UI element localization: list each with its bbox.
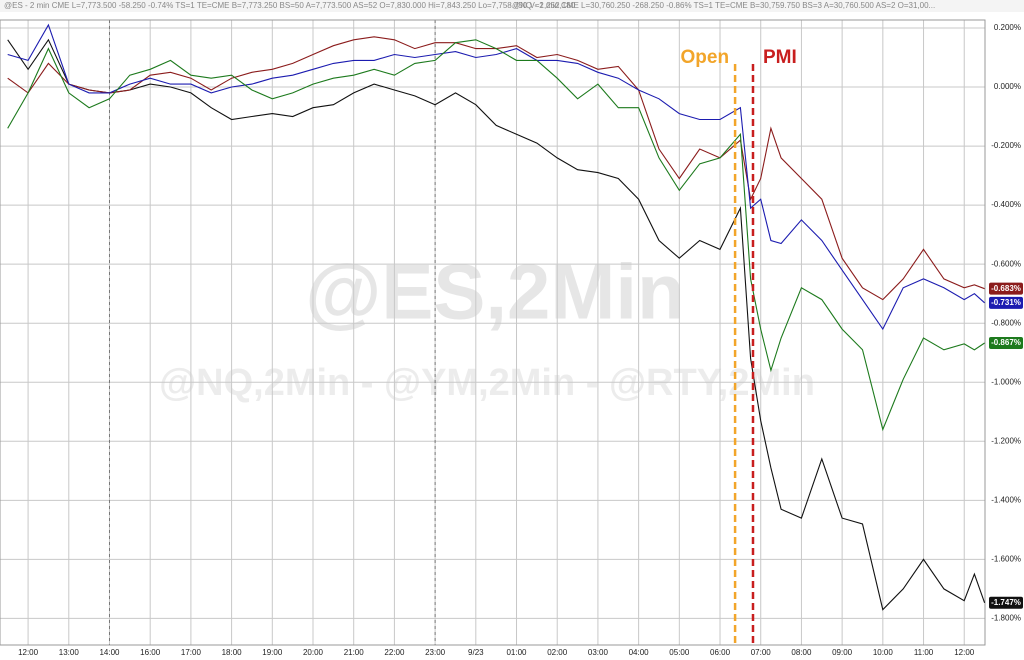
annotation-label: Open bbox=[681, 47, 730, 68]
series-line bbox=[7, 38, 986, 611]
end-label: -0.683% bbox=[991, 284, 1021, 293]
end-label-box bbox=[989, 596, 1023, 609]
x-tick-label: 17:00 bbox=[181, 648, 202, 657]
annotation-label: PMI bbox=[763, 47, 797, 68]
x-tick-label: 9/23 bbox=[468, 648, 484, 657]
series-line bbox=[7, 39, 985, 432]
x-tick-label: 12:00 bbox=[954, 648, 975, 657]
header-right: @NQ - 2 min CME L=30,760.250 -268.250 -0… bbox=[512, 1, 935, 10]
x-tick-label: 04:00 bbox=[629, 648, 650, 657]
end-label: -0.731% bbox=[991, 298, 1021, 307]
x-tick-label: 11:00 bbox=[914, 648, 934, 657]
x-tick-label: 07:00 bbox=[751, 648, 772, 657]
y-tick-label: -1.200% bbox=[991, 436, 1021, 445]
end-label-box bbox=[989, 296, 1023, 309]
x-tick-label: 21:00 bbox=[344, 648, 365, 657]
x-tick-label: 06:00 bbox=[710, 648, 731, 657]
x-tick-label: 20:00 bbox=[303, 648, 324, 657]
x-tick-label: 10:00 bbox=[873, 648, 894, 657]
series-line bbox=[7, 36, 985, 301]
x-tick-label: 22:00 bbox=[384, 648, 405, 657]
header-left: @ES - 2 min CME L=7,773.500 -58.250 -0.7… bbox=[4, 1, 576, 10]
x-tick-label: 12:00 bbox=[18, 648, 39, 657]
y-tick-label: -0.200% bbox=[991, 141, 1021, 150]
watermark-sub: @NQ,2Min - @YM,2Min - @RTY,2Min bbox=[159, 362, 815, 404]
x-tick-label: 01:00 bbox=[506, 648, 527, 657]
watermark: @ES,2Min bbox=[305, 248, 684, 336]
x-tick-label: 03:00 bbox=[588, 648, 609, 657]
end-label-box bbox=[989, 282, 1023, 295]
series-line bbox=[7, 23, 985, 331]
y-tick-label: -0.800% bbox=[991, 318, 1021, 327]
x-tick-label: 18:00 bbox=[222, 648, 243, 657]
y-tick-label: 0.200% bbox=[994, 23, 1021, 32]
y-tick-label: -1.000% bbox=[991, 377, 1021, 386]
plot-area: @ES,2Min @NQ,2Min - @YM,2Min - @RTY,2Min 0… bbox=[0, 19, 1023, 657]
y-tick-label: 0.000% bbox=[994, 82, 1021, 91]
end-label-box bbox=[989, 336, 1023, 349]
y-tick-label: -1.600% bbox=[991, 554, 1021, 563]
x-tick-label: 23:00 bbox=[425, 648, 446, 657]
y-tick-label: -1.400% bbox=[991, 495, 1021, 504]
header-bar bbox=[0, 0, 1024, 12]
x-tick-label: 13:00 bbox=[59, 648, 80, 657]
y-tick-label: -1.800% bbox=[991, 614, 1021, 623]
y-tick-label: -0.400% bbox=[991, 200, 1021, 209]
end-label: -1.747% bbox=[991, 598, 1021, 607]
x-tick-label: 08:00 bbox=[791, 648, 812, 657]
x-tick-label: 19:00 bbox=[262, 648, 283, 657]
x-tick-label: 02:00 bbox=[547, 648, 568, 657]
end-label: -0.867% bbox=[991, 338, 1021, 347]
x-tick-label: 16:00 bbox=[140, 648, 161, 657]
x-tick-label: 14:00 bbox=[99, 648, 120, 657]
y-tick-label: -0.600% bbox=[991, 259, 1021, 268]
x-tick-label: 09:00 bbox=[832, 648, 853, 657]
plot-frame bbox=[0, 19, 986, 646]
x-tick-label: 05:00 bbox=[669, 648, 690, 657]
